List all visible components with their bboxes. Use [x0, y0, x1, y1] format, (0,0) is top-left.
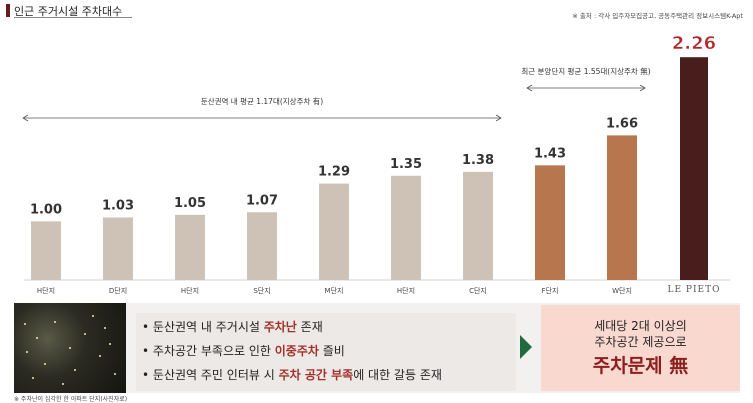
photo-light — [36, 337, 38, 339]
arrowhead-right-icon — [495, 114, 502, 122]
photo-light — [84, 333, 86, 335]
annotation-label: 둔산권역 내 평균 1.17대(지상주차 有) — [201, 96, 323, 106]
callout-line-1: 세대당 2대 이상의 — [594, 319, 687, 333]
value-label: 1.03 — [102, 198, 134, 213]
bar — [31, 221, 61, 280]
value-label: 1.29 — [318, 165, 350, 180]
bar — [680, 57, 708, 281]
parking-bar-chart: 1.00 H단지 1.03 D단지 1.05 H단지 1.07 S단지 1.29 M단지 1.35 H… — [22, 33, 730, 295]
category-label: F단지 — [542, 286, 559, 295]
category-label: M단지 — [325, 286, 344, 295]
bar — [607, 135, 637, 280]
value-label: 1.07 — [246, 193, 278, 208]
bar — [175, 214, 205, 280]
value-label: 1.38 — [462, 153, 494, 168]
arrowhead-left-icon — [526, 84, 533, 92]
bar — [103, 217, 133, 280]
page-title: 인근 주거시설 주차대수 — [14, 5, 123, 18]
category-label: D단지 — [109, 286, 127, 295]
category-label: C단지 — [469, 286, 487, 295]
bullet-item-3: • 둔산권역 주민 인터뷰 시 주차 공간 부족에 대한 갈등 존재 — [142, 368, 442, 382]
value-label: 1.00 — [30, 202, 62, 217]
photo-light — [109, 343, 111, 345]
parking-photo — [14, 303, 126, 393]
photo-caption: ※ 주차난이 심각한 한 아파트 단지(사진자료) — [14, 396, 128, 403]
value-label: 2.26 — [672, 33, 716, 54]
bar — [391, 175, 421, 280]
photo-light — [74, 369, 76, 371]
photo-light — [54, 321, 56, 323]
arrowhead-left-icon — [22, 114, 29, 122]
value-label: 1.35 — [390, 157, 422, 172]
photo-light — [26, 351, 28, 353]
photo-light — [44, 363, 46, 365]
photo-light — [24, 323, 26, 325]
photo-light — [104, 327, 106, 329]
bullet-list: • 둔산권역 내 주거시설 주차난 존재 • 주차공간 부족으로 인한 이중주차… — [136, 313, 516, 391]
bar — [247, 212, 277, 280]
bullet-item-2: • 주차공간 부족으로 인한 이중주차 즐비 — [142, 344, 345, 358]
category-label: H단지 — [397, 286, 415, 295]
arrow-right-icon — [520, 335, 532, 359]
photo-light — [114, 373, 116, 375]
arrowhead-right-icon — [639, 84, 646, 92]
photo-light — [62, 383, 64, 385]
category-label: H단지 — [37, 286, 55, 295]
photo-light — [99, 355, 101, 357]
photo-light — [69, 347, 71, 349]
value-label: 1.66 — [606, 116, 638, 131]
header-accent-bar — [6, 4, 10, 17]
photo-light — [92, 315, 94, 317]
conclusion-callout: 세대당 2대 이상의 주차공간 제공으로 주차문제 無 — [541, 305, 740, 391]
bar — [535, 165, 565, 280]
category-label: H단지 — [181, 286, 199, 295]
bar — [319, 183, 349, 280]
header: 인근 주거시설 주차대수 ※ 출처 : 각사 입주자모집공고, 공동주택관리 정… — [0, 0, 753, 20]
chart-panel: 1.00 H단지 1.03 D단지 1.05 H단지 1.07 S단지 1.29 M단지 1.35 H… — [14, 22, 740, 299]
annotation-label: 최근 분양단지 평균 1.55대(지상주차 無) — [521, 66, 650, 76]
bullet-item-1: • 둔산권역 내 주거시설 주차난 존재 — [142, 320, 323, 334]
photo-light — [32, 377, 34, 379]
bar — [463, 171, 493, 280]
header-underline — [14, 17, 132, 18]
category-label: S단지 — [253, 286, 270, 295]
callout-headline: 주차문제 無 — [592, 355, 689, 377]
source-note: ※ 출처 : 각사 입주자모집공고, 공동주택관리 정보시스템K-Apt — [572, 12, 743, 20]
category-label: W단지 — [612, 286, 632, 295]
callout-line-2: 주차공간 제공으로 — [594, 335, 687, 349]
le-pieto-logo: LE PIETO — [668, 285, 721, 295]
value-label: 1.43 — [534, 146, 566, 161]
value-label: 1.05 — [174, 196, 206, 211]
